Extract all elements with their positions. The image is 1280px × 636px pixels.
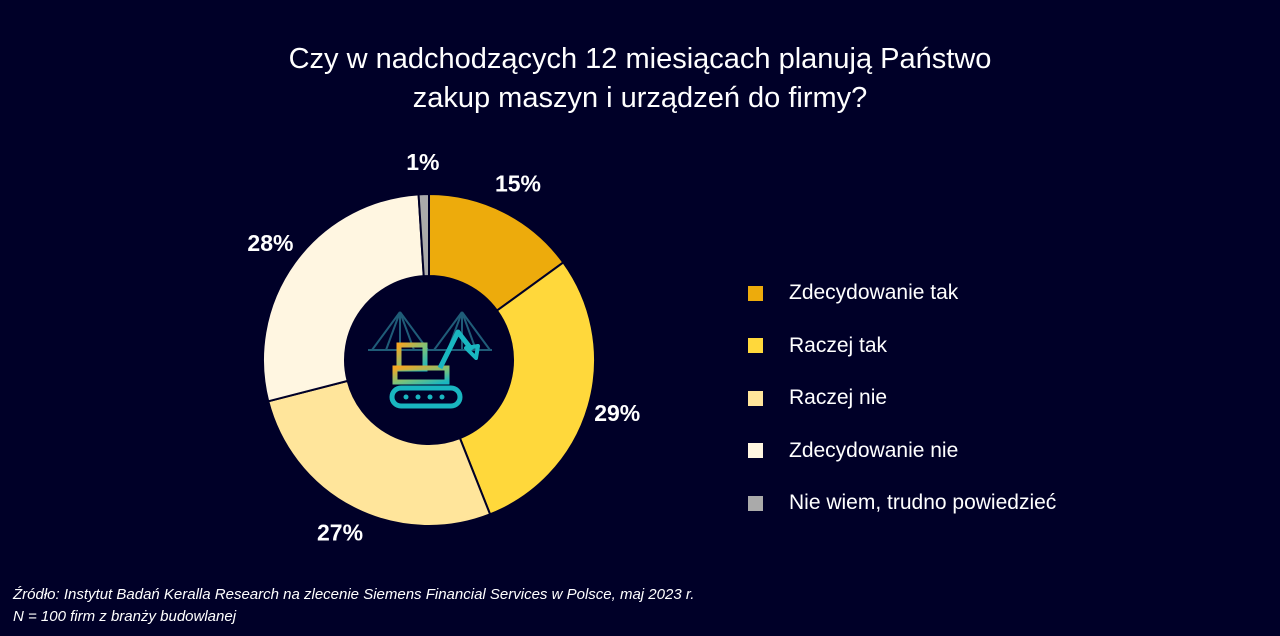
legend-label: Zdecydowanie nie: [789, 438, 959, 462]
chart-title-line-1: Czy w nadchodzących 12 miesiącach planuj…: [288, 43, 992, 75]
chart-title-line-2: zakup maszyn i urządzeń do firmy?: [412, 82, 868, 114]
donut-slices: [262, 192, 596, 527]
legend-label: Raczej tak: [789, 333, 888, 357]
source-note: Źródło: Instytut Badań Keralla Research …: [13, 584, 694, 628]
legend-item-nie-wiem: Nie wiem, trudno powiedzieć: [748, 488, 1056, 518]
slice-label-raczej-nie: 27%: [317, 520, 363, 546]
legend-label: Raczej nie: [789, 386, 888, 409]
slice-zdecydowanie-nie: [262, 193, 425, 403]
source-line-1: Źródło: Instytut Badań Keralla Research …: [13, 586, 695, 603]
legend-swatch: [748, 390, 763, 406]
legend-swatch: [748, 285, 763, 301]
slice-raczej-tak: [458, 261, 596, 516]
legend-label: Zdecydowanie tak: [789, 281, 959, 304]
legend-item-raczej-nie: Raczej nie: [748, 383, 1056, 413]
slice-label-zdecydowanie-tak: 15%: [495, 170, 541, 196]
legend-label: Nie wiem, trudno powiedzieć: [789, 491, 1057, 514]
slice-raczej-nie: [266, 379, 492, 527]
donut-slice-labels: 15% 29% 27% 28% 1%: [247, 149, 640, 546]
slice-label-raczej-tak: 29%: [594, 400, 640, 426]
legend-swatch: [748, 495, 763, 511]
legend-swatch: [748, 338, 763, 353]
slice-nie-wiem: [417, 192, 430, 278]
legend-swatch: [748, 443, 763, 458]
legend-item-zdecydowanie-tak: Zdecydowanie tak: [748, 278, 1056, 308]
legend-item-raczej-tak: Raczej tak: [748, 331, 1056, 361]
slice-label-zdecydowanie-nie: 28%: [247, 230, 293, 256]
chart-legend: Zdecydowanie tak Raczej tak Raczej nie Zdec…: [748, 278, 1056, 541]
slice-label-nie-wiem: 1%: [406, 149, 439, 175]
legend-item-zdecydowanie-nie: Zdecydowanie nie: [748, 436, 1056, 466]
excavator-icon: [368, 311, 492, 409]
chart-title: Czy w nadchodzących 12 miesiącach planuj…: [140, 40, 1140, 118]
sample-size-line: N = 100 firm z branży budowlanej: [13, 608, 237, 625]
